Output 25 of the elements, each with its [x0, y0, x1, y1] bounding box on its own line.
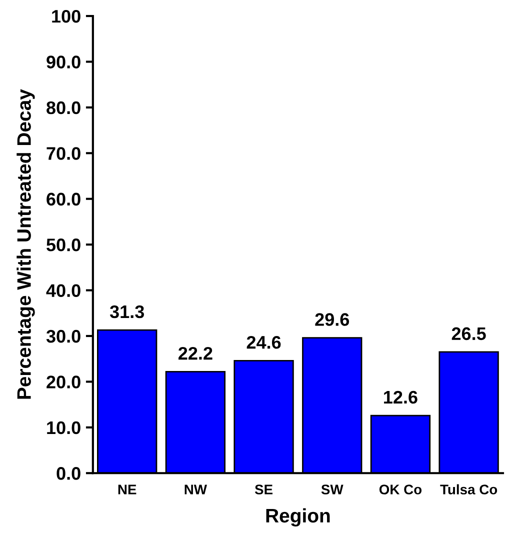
- x-tick-label: NW: [184, 484, 207, 494]
- y-tick-label: 0.0: [56, 467, 80, 480]
- data-label: 24.6: [246, 336, 281, 349]
- x-tick-label: NE: [118, 484, 136, 494]
- y-tick-label: 80.0: [46, 101, 80, 114]
- y-tick-label: 60.0: [46, 192, 80, 206]
- x-tick-label: Tulsa Co: [440, 484, 498, 494]
- y-tick-label: 10.0: [47, 421, 80, 434]
- data-label: 26.5: [452, 327, 486, 340]
- y-tick-label: 30.0: [46, 330, 80, 343]
- y-tick-label: 50.0: [46, 238, 80, 252]
- data-label: 22.2: [178, 346, 212, 360]
- data-label: 31.3: [110, 305, 144, 318]
- y-tick-label: 100: [52, 10, 80, 23]
- data-label: 29.6: [315, 313, 350, 326]
- y-tick-label: 70.0: [46, 147, 80, 160]
- y-axis-title: Percentage With Untreated Decay: [16, 89, 35, 399]
- y-tick-label: 40.0: [46, 284, 80, 297]
- data-label: 12.6: [384, 390, 418, 404]
- x-tick-label: SW: [321, 484, 344, 494]
- y-tick-label: 90.0: [46, 56, 80, 68]
- x-axis-title: Region: [266, 508, 330, 527]
- x-tick-label: OK Co: [379, 484, 422, 494]
- y-tick-label: 20.0: [46, 376, 80, 388]
- x-tick-label: SE: [254, 484, 272, 494]
